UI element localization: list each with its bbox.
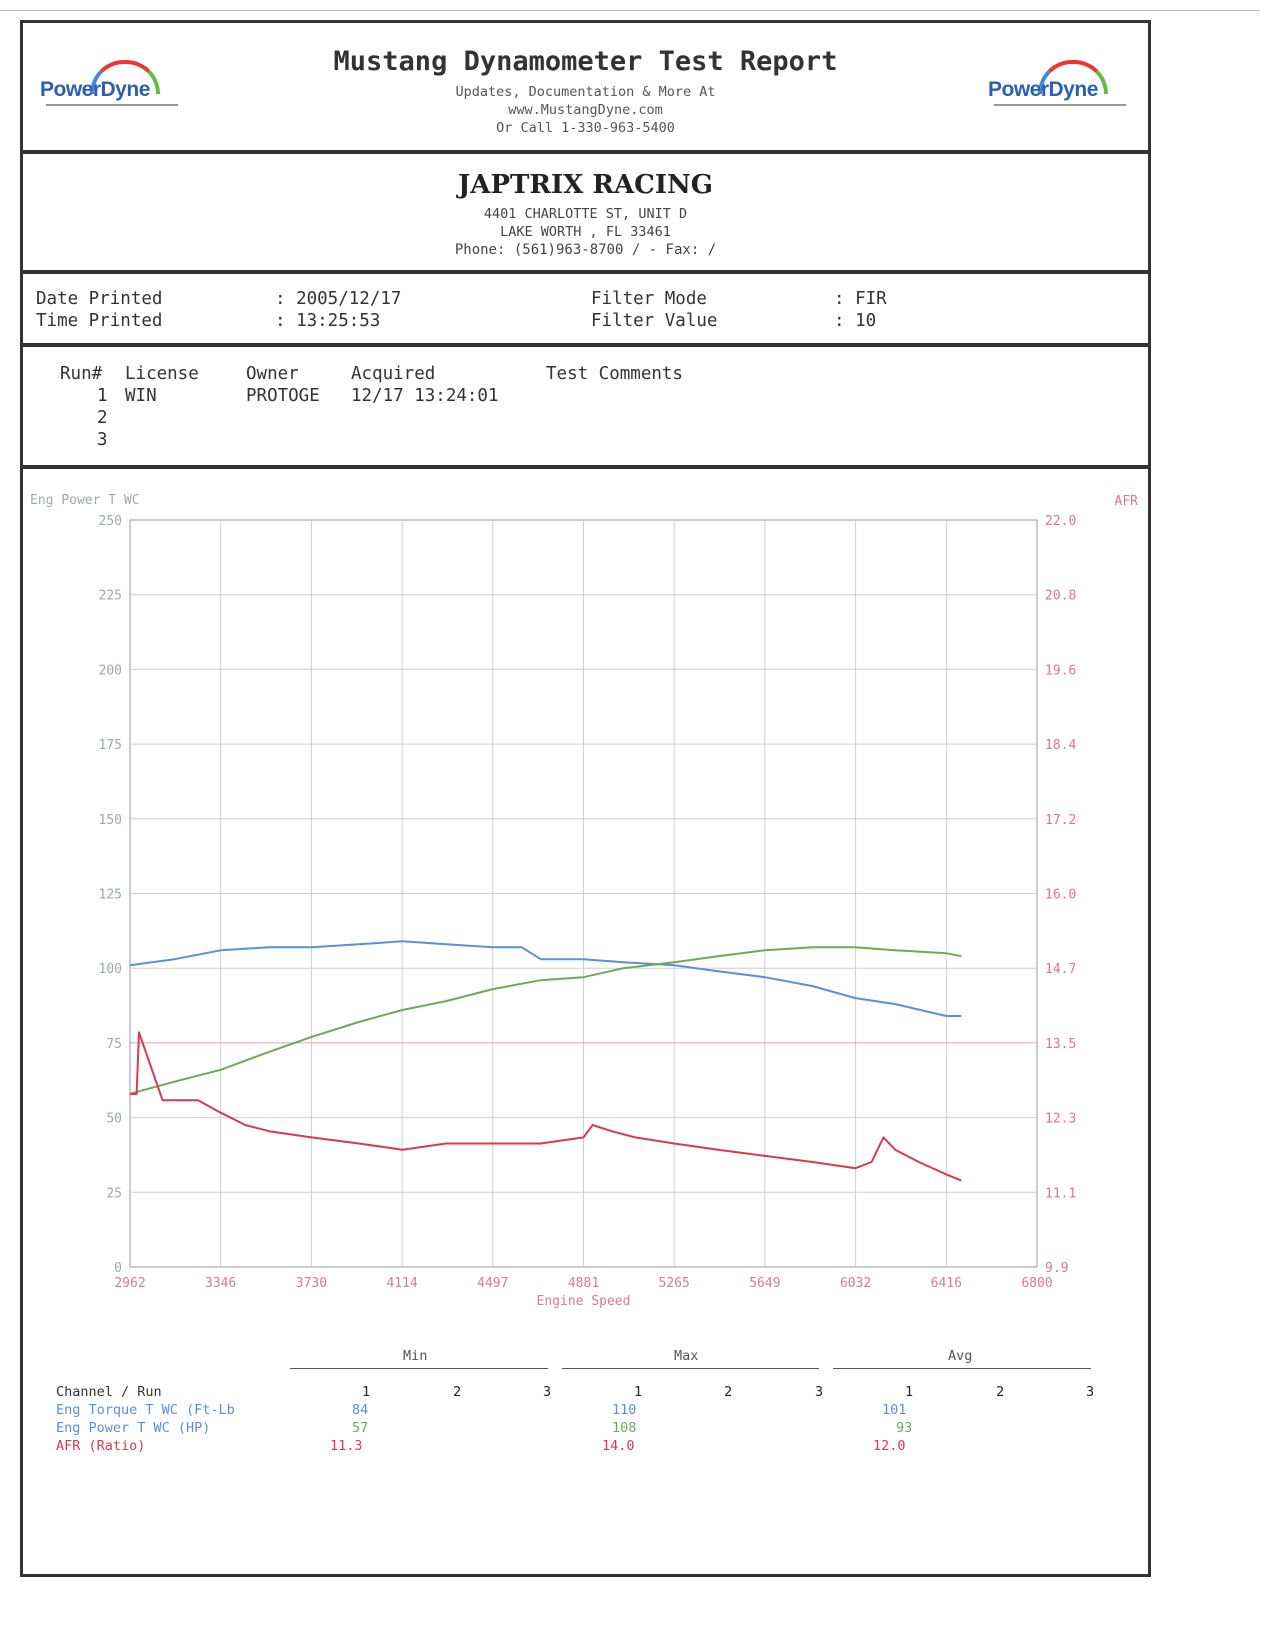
- logo-tagline: [994, 104, 1126, 106]
- x-tick-label: 6416: [931, 1276, 962, 1291]
- dyno-chart: 2962 3346 3730 4114 4497 4881 5265 5649 6032 6416…: [30, 493, 1139, 1309]
- report-title: Mustang Dynamometer Test Report: [333, 46, 838, 77]
- y-right-tick-label: 11.1: [1045, 1186, 1076, 1201]
- header-line-1: Updates, Documentation & More At: [455, 84, 716, 100]
- y-left-tick-label: 250: [99, 514, 122, 529]
- y-right-axis-title: AFR: [1115, 494, 1139, 509]
- y-right-tick-label: 13.5: [1045, 1037, 1076, 1052]
- y-right-tick-label: 12.3: [1045, 1112, 1076, 1127]
- header-website: www.MustangDyne.com: [508, 102, 663, 118]
- y-left-tick-label: 0: [114, 1261, 122, 1276]
- y-left-tick-label: 150: [99, 813, 122, 828]
- y-left-tick-label: 200: [99, 663, 122, 678]
- date-printed-value: : 2005/12/17: [275, 289, 402, 309]
- x-tick-label: 5649: [749, 1276, 780, 1291]
- y-left-tick-label: 75: [106, 1037, 122, 1052]
- business-phone: Phone: (561)963-8700 / - Fax: /: [454, 242, 717, 258]
- runs-header-comments: Test Comments: [546, 364, 683, 384]
- runs-header-owner: Owner: [246, 364, 299, 384]
- logo-tagline: [46, 104, 178, 106]
- y-right-tick-label: 19.6: [1045, 663, 1076, 678]
- y-right-tick-label: 20.8: [1045, 589, 1076, 604]
- logo-wordmark: PowerDyne: [988, 78, 1098, 101]
- runs-header-acquired: Acquired: [351, 364, 436, 384]
- business-separator: [20, 270, 1151, 274]
- y-right-tick-label: 18.4: [1045, 738, 1076, 753]
- run-owner: PROTOGE: [246, 386, 320, 406]
- runs-separator: [20, 465, 1151, 469]
- x-tick-label: 6800: [1021, 1276, 1052, 1291]
- x-tick-label: 4881: [568, 1276, 599, 1291]
- y-left-tick-label: 125: [99, 888, 122, 903]
- y-left-tick-label: 100: [99, 962, 122, 977]
- powerdyne-logo-left: PowerDyne: [30, 60, 180, 114]
- y-right-tick-label: 16.0: [1045, 888, 1076, 903]
- filter-value-value: : 10: [834, 311, 877, 331]
- run-license: WIN: [125, 386, 157, 406]
- run-acquired: 12/17 13:24:01: [351, 386, 499, 406]
- report-frame: [20, 20, 1151, 1577]
- header-separator: [20, 150, 1151, 154]
- series-power-line: [129, 946, 962, 1095]
- y-left-tick-label: 225: [99, 589, 122, 604]
- y-right-tick-label: 17.2: [1045, 813, 1076, 828]
- x-axis-title: Engine Speed: [537, 1294, 631, 1309]
- y-left-tick-label: 175: [99, 738, 122, 753]
- run-number: 1: [97, 386, 108, 406]
- business-address-2: LAKE WORTH , FL 33461: [500, 224, 671, 240]
- x-tick-label: 3346: [205, 1276, 236, 1291]
- meta-separator: [20, 343, 1151, 347]
- date-printed-label: Date Printed: [36, 289, 163, 309]
- x-tick-label: 4114: [386, 1276, 417, 1291]
- business-name: JAPTRIX RACING: [458, 170, 713, 200]
- y-left-tick-label: 25: [106, 1186, 122, 1201]
- run-number: 3: [97, 430, 108, 450]
- y-right-tick-label: 9.9: [1045, 1261, 1068, 1276]
- header-phone: Or Call 1-330-963-5400: [496, 120, 675, 136]
- runs-header-license: License: [125, 364, 199, 384]
- series-torque-line: [129, 940, 962, 1017]
- x-tick-label: 2962: [114, 1276, 145, 1291]
- filter-value-label: Filter Value: [591, 311, 718, 331]
- x-tick-label: 6032: [840, 1276, 871, 1291]
- time-printed-value: : 13:25:53: [275, 311, 381, 331]
- y-right-tick-label: 14.7: [1045, 962, 1076, 977]
- powerdyne-logo-right: PowerDyne: [978, 60, 1128, 114]
- x-tick-label: 4497: [477, 1276, 508, 1291]
- filter-mode-label: Filter Mode: [591, 289, 707, 309]
- y-left-tick-label: 50: [106, 1112, 122, 1127]
- time-printed-label: Time Printed: [36, 311, 163, 331]
- filter-mode-value: : FIR: [834, 289, 887, 309]
- runs-header-run: Run#: [60, 364, 103, 384]
- scan-top-line: [0, 10, 1260, 11]
- y-right-tick-label: 22.0: [1045, 514, 1076, 529]
- y-left-axis-title: Eng Power T WC: [30, 493, 140, 508]
- run-number: 2: [97, 408, 108, 428]
- series-afr-line: [130, 1031, 962, 1182]
- x-tick-label: 3730: [296, 1276, 327, 1291]
- x-tick-label: 5265: [659, 1276, 690, 1291]
- business-address-1: 4401 CHARLOTTE ST, UNIT D: [483, 206, 688, 222]
- logo-wordmark: PowerDyne: [40, 78, 150, 101]
